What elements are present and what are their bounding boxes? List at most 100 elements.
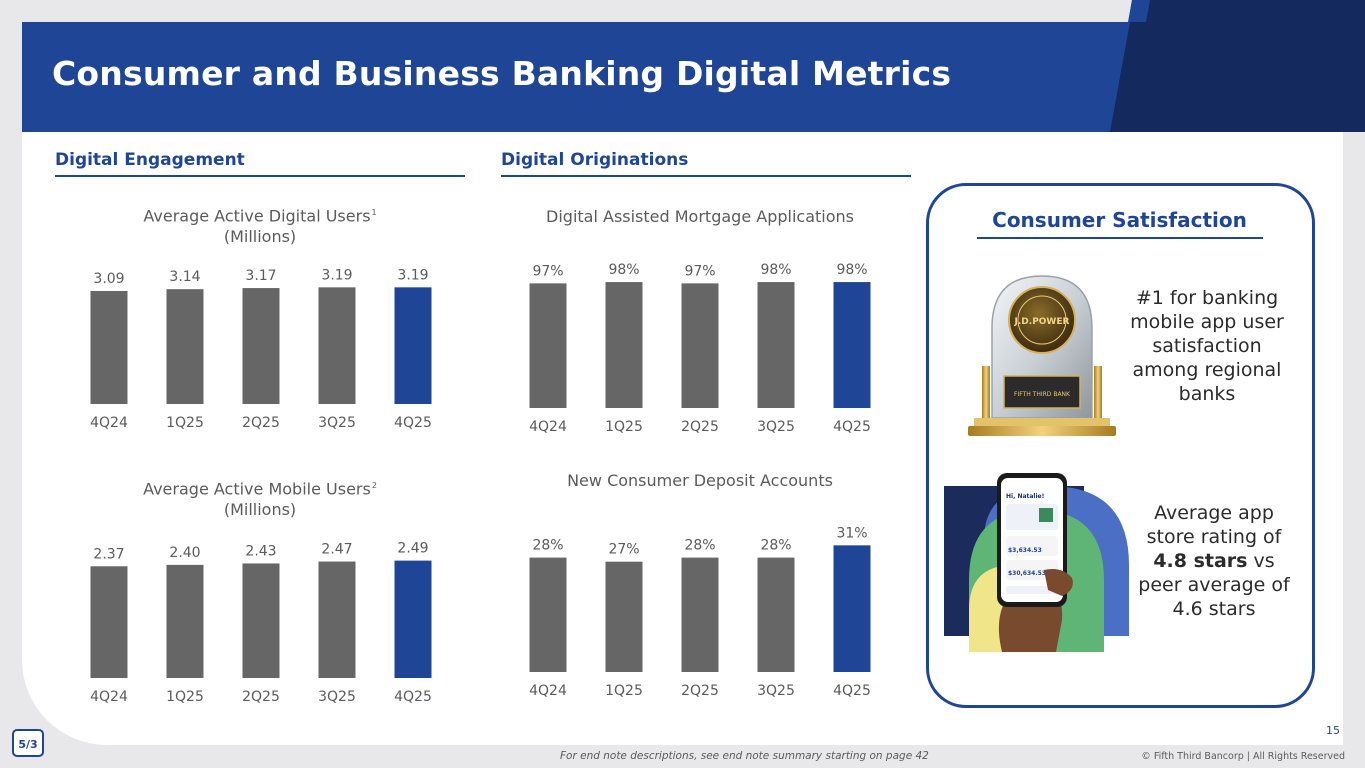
bar-4q24: [529, 283, 567, 408]
section-title-originations: Digital Originations: [501, 150, 689, 170]
bar-1q25: [605, 282, 643, 408]
data-label: 31%: [836, 525, 867, 541]
x-tick-label: 3Q25: [318, 415, 356, 431]
award-description: #1 for banking mobile app user satisfact…: [1130, 287, 1284, 405]
page-title: Consumer and Business Banking Digital Me…: [52, 54, 952, 93]
x-tick-label: 2Q25: [242, 415, 280, 431]
data-label: 28%: [684, 538, 715, 554]
data-label: 28%: [760, 538, 791, 554]
x-tick-label: 1Q25: [166, 415, 204, 431]
data-label: 2.47: [321, 542, 352, 558]
bar-1q25: [605, 561, 643, 672]
data-label: 97%: [532, 263, 563, 279]
data-label: 28%: [532, 538, 563, 554]
x-tick-label: 2Q25: [681, 683, 719, 699]
data-label: 27%: [608, 542, 639, 558]
chart-digital-users: 3.09 4Q24 3.14 1Q25 3.17 2Q25 3.19 3Q25 3.19 4Q25: [90, 267, 432, 431]
data-label: 2.40: [169, 545, 200, 561]
data-label: 3.17: [245, 268, 276, 284]
x-tick-label: 4Q25: [833, 419, 871, 435]
footnote-marker: 1: [371, 208, 377, 217]
chart-title-deposit-accounts: New Consumer Deposit Accounts: [500, 470, 900, 491]
page-number: 15: [1326, 724, 1340, 737]
x-tick-label: 4Q24: [529, 419, 567, 435]
bar-4q25: [833, 545, 871, 672]
end-note: For end note descriptions, see end note …: [560, 750, 929, 762]
x-tick-label: 1Q25: [605, 683, 643, 699]
data-label: 98%: [608, 262, 639, 278]
x-tick-label: 3Q25: [757, 683, 795, 699]
bar-3q25: [757, 557, 795, 672]
header-bar: [22, 22, 1132, 132]
app-rating-description: Average app store rating of 4.8 stars vs…: [1135, 501, 1293, 621]
phone-greeting: Hi, Natalie!: [1006, 493, 1044, 500]
chart-mobile-users: 2.37 4Q24 2.40 1Q25 2.43 2Q25 2.47 3Q25 2.49 4Q25: [90, 541, 432, 705]
header-accent: [1110, 22, 1343, 132]
consumer-satisfaction-title: Consumer Satisfaction: [992, 208, 1247, 232]
fifth-third-logo-icon: 5/3: [12, 729, 44, 757]
award-plaque-text: FIFTH THIRD BANK: [1014, 391, 1071, 398]
award-badge-text: J.D.POWER: [1014, 317, 1070, 327]
bar-3q25: [757, 282, 795, 408]
x-tick-label: 1Q25: [605, 419, 643, 435]
chart-title-text: New Consumer Deposit Accounts: [567, 471, 833, 490]
data-label: 98%: [836, 262, 867, 278]
chart-deposit-accounts: 28% 4Q24 27% 1Q25 28% 2Q25 28% 3Q25 31% 4Q25: [529, 525, 871, 699]
chart-title-mobile-users: Average Active Mobile Users2 (Millions): [60, 475, 460, 520]
chart-title-text: Digital Assisted Mortgage Applications: [546, 207, 854, 226]
bar-1q25: [166, 564, 204, 678]
bar-3q25: [318, 287, 356, 404]
chart-title-digital-users: Average Active Digital Users1 (Millions): [60, 202, 460, 247]
x-tick-label: 3Q25: [757, 419, 795, 435]
bar-1q25: [166, 289, 204, 404]
phone-balance-2: $30,634.53: [1008, 570, 1046, 577]
app-rating-suffix: vs peer average of 4.6 stars: [1138, 550, 1290, 620]
bar-2q25: [681, 283, 719, 408]
bar-4q24: [90, 566, 128, 678]
data-label: 98%: [760, 262, 791, 278]
bar-4q24: [529, 557, 567, 672]
x-tick-label: 4Q24: [90, 415, 128, 431]
chart-title-mortgage: Digital Assisted Mortgage Applications: [500, 206, 900, 227]
corner-stripe: [1128, 0, 1150, 22]
app-rating-prefix: Average app store rating of: [1146, 502, 1282, 548]
section-rule-engagement: [55, 175, 465, 177]
chart-title-text: Average Active Mobile Users: [143, 479, 371, 499]
bar-2q25: [681, 557, 719, 672]
data-label: 2.37: [93, 546, 124, 562]
data-label: 3.19: [397, 267, 428, 283]
bar-4q25: [394, 287, 432, 404]
data-label: 2.49: [397, 541, 428, 557]
footnote-marker: 2: [371, 481, 377, 490]
data-label: 3.19: [321, 267, 352, 283]
consumer-satisfaction-rule: [977, 237, 1263, 239]
chart-subtitle: (Millions): [223, 227, 297, 247]
x-tick-label: 4Q25: [394, 689, 432, 705]
data-label: 3.14: [169, 269, 200, 285]
phone-balance-1: $3,634.53: [1008, 547, 1042, 554]
x-tick-label: 2Q25: [681, 419, 719, 435]
jd-power-trophy-icon: J.D.POWER FIFTH THIRD BANK: [968, 275, 1116, 436]
data-label: 2.43: [245, 543, 276, 559]
x-tick-label: 4Q24: [90, 689, 128, 705]
logo-text: 5/3: [18, 738, 37, 751]
copyright-notice: © Fifth Third Bancorp | All Rights Reser…: [1141, 751, 1345, 762]
bar-4q25: [833, 282, 871, 408]
x-tick-label: 3Q25: [318, 689, 356, 705]
chart-subtitle: (Millions): [223, 500, 297, 520]
data-label: 97%: [684, 263, 715, 279]
chart-mortgage-applications: 97% 4Q24 98% 1Q25 97% 2Q25 98% 3Q25 98% 4Q25: [529, 262, 871, 435]
section-title-engagement: Digital Engagement: [55, 150, 245, 170]
chart-title-text: Average Active Digital Users: [143, 206, 371, 226]
x-tick-label: 4Q25: [833, 683, 871, 699]
app-rating-value: 4.8 stars: [1153, 550, 1248, 572]
x-tick-label: 4Q25: [394, 415, 432, 431]
bar-3q25: [318, 561, 356, 678]
mobile-app-phone-icon: Hi, Natalie! $3,634.53 $30,634.53: [944, 473, 1129, 652]
x-tick-label: 4Q24: [529, 683, 567, 699]
bar-2q25: [242, 288, 280, 404]
data-label: 3.09: [93, 271, 124, 287]
bar-2q25: [242, 563, 280, 678]
bar-4q25: [394, 560, 432, 678]
bar-4q24: [90, 290, 128, 404]
